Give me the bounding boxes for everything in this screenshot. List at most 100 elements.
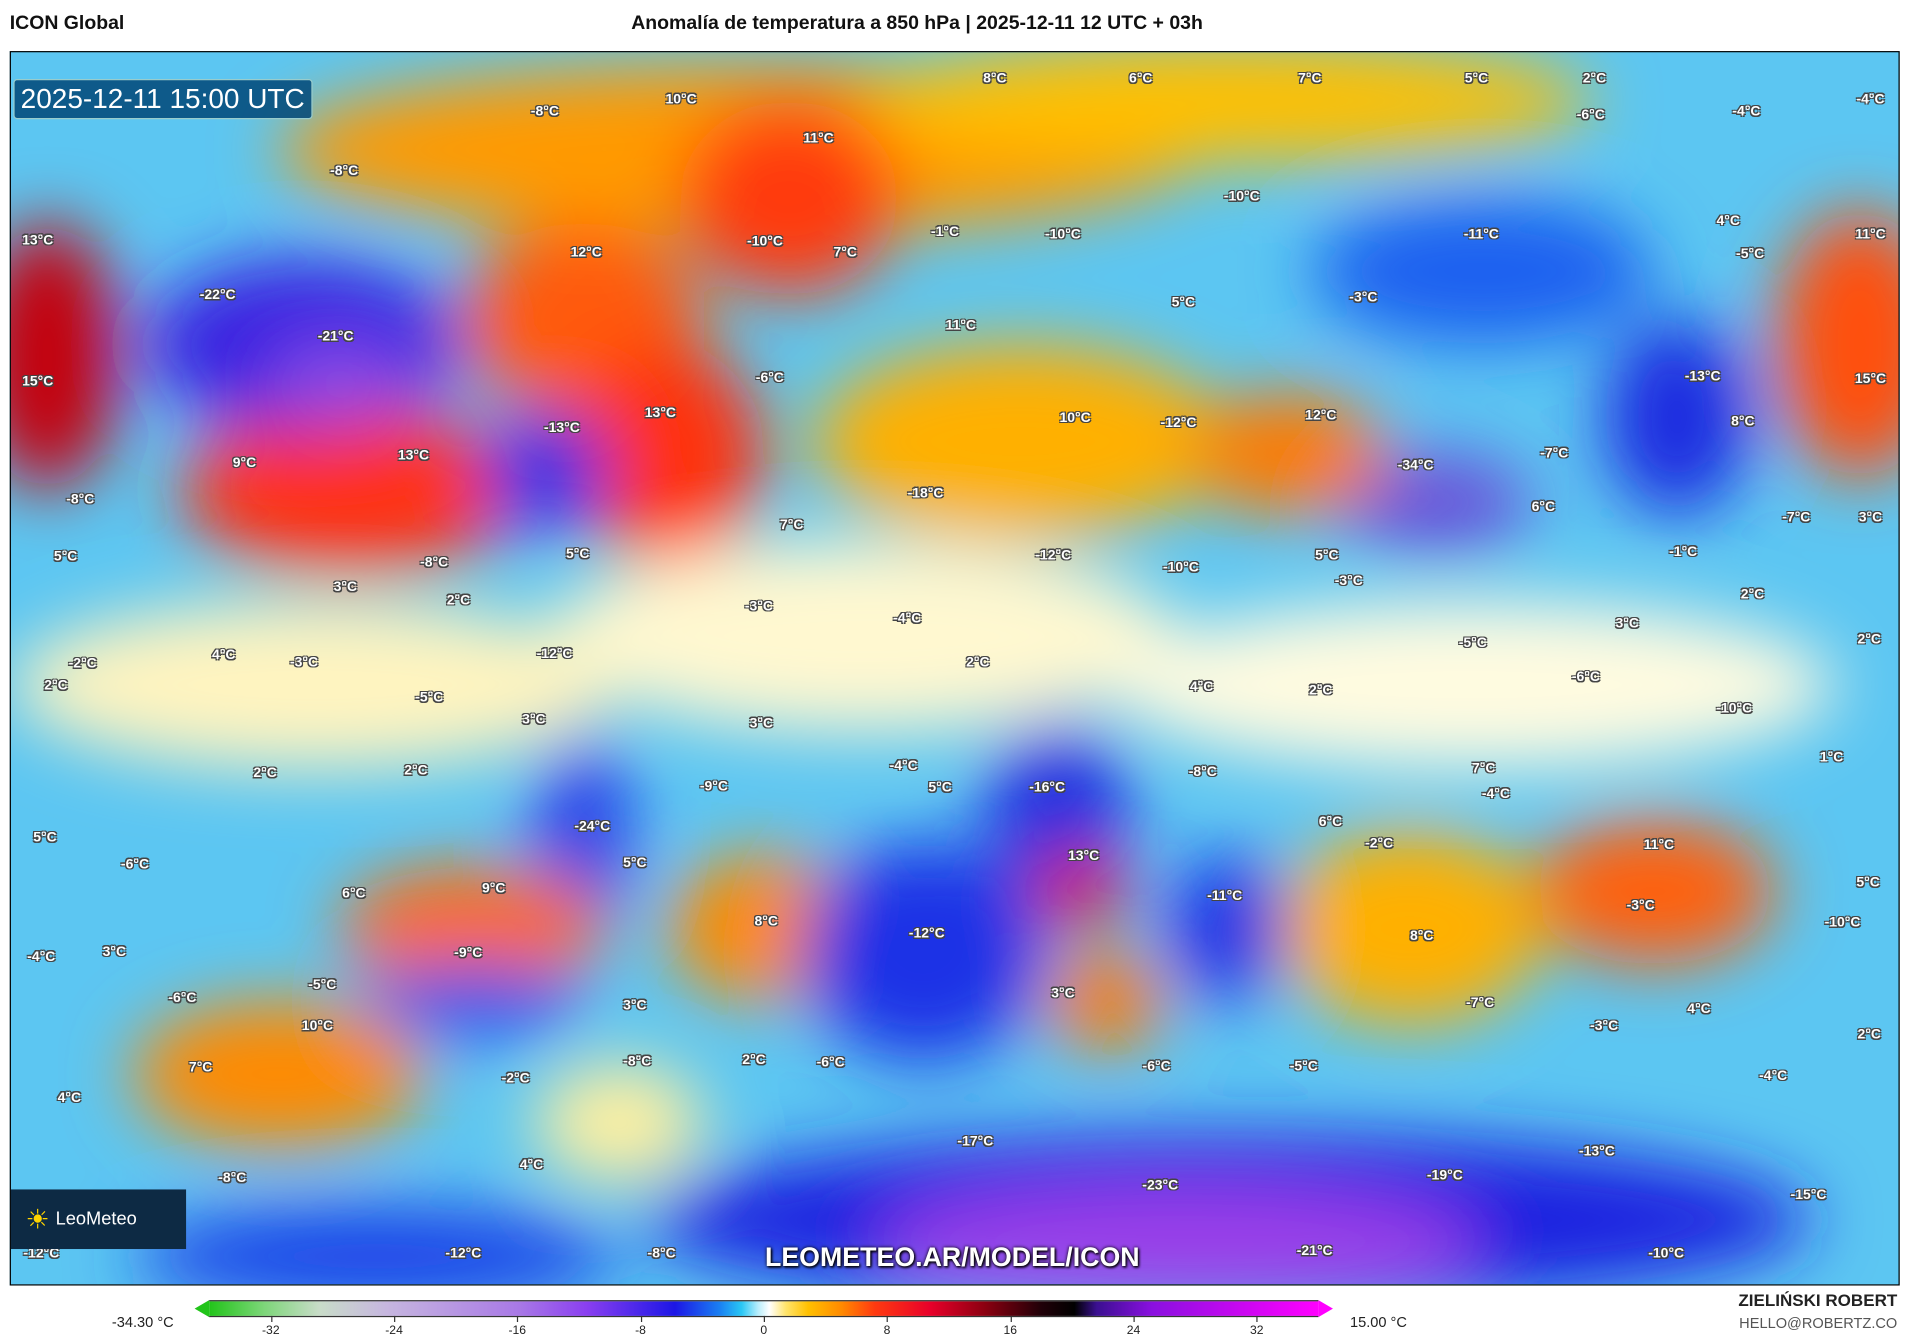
temperature-label: 5°C (1315, 548, 1339, 564)
temperature-label: -10°C (1824, 915, 1861, 931)
temperature-label: 2°C (253, 766, 277, 781)
temperature-label: -11°C (1463, 227, 1499, 243)
temperature-label: -15°C (1790, 1188, 1827, 1203)
temperature-label: 15°C (22, 374, 54, 390)
temperature-label: 5°C (53, 549, 78, 565)
temperature-label: 4°C (1189, 679, 1214, 695)
temperature-label: 9°C (482, 881, 506, 897)
temperature-label: -3°C (289, 655, 319, 671)
temperature-label: -2°C (501, 1071, 530, 1087)
temperature-label: -12°C (536, 647, 573, 662)
temperature-label: 10°C (665, 92, 697, 108)
temperature-label: 2°C (742, 1053, 766, 1068)
temperature-label: -23°C (1142, 1178, 1179, 1194)
temperature-label: -4°C (1856, 92, 1885, 108)
temperature-label: -6°C (1576, 108, 1605, 123)
colorbar-right-arrow (1318, 1300, 1333, 1318)
temperature-label: -6°C (816, 1055, 845, 1071)
temperature-label: 7°C (780, 518, 804, 533)
temperature-label: 15°C (1854, 372, 1887, 387)
temperature-label: 7°C (833, 245, 858, 261)
temperature-label: 8°C (754, 914, 778, 930)
temperature-label: -10°C (1648, 1246, 1685, 1262)
temperature-label: -12°C (445, 1246, 482, 1262)
temperature-label: -19°C (1426, 1168, 1463, 1184)
colorbar-tick-label: -8 (635, 1324, 646, 1338)
temperature-label: 2°C (44, 678, 68, 694)
temperature-label: -3°C (1590, 1019, 1619, 1034)
temperature-label: -8°C (623, 1054, 652, 1070)
colorbar-tick-mark (887, 1315, 889, 1323)
temperature-label: -1°C (930, 224, 960, 240)
colorbar-tick-mark (270, 1315, 273, 1323)
temperature-label: 11°C (1643, 837, 1675, 853)
temperature-label: 3°C (102, 944, 127, 960)
model-name: ICON Global (9, 13, 125, 35)
temperature-label: -2°C (1365, 836, 1394, 852)
temperature-label: -8°C (530, 104, 559, 120)
author-email: HELLO@ROBERTZ.CO (1739, 1314, 1898, 1332)
temperature-label: 13°C (397, 448, 430, 464)
temperature-label: -7°C (1466, 996, 1495, 1011)
temperature-label: -3°C (1334, 574, 1363, 589)
temperature-label: -10°C (1045, 227, 1081, 243)
temperature-label: -34°C (1397, 458, 1434, 474)
temperature-label: 5°C (1464, 71, 1489, 87)
colorbar-tick-label: 0 (760, 1324, 768, 1338)
temperature-label: 4°C (1687, 1002, 1711, 1017)
temperature-label: -17°C (957, 1134, 994, 1150)
temperature-label: 7°C (1472, 761, 1496, 776)
temperature-label: 2°C (1857, 632, 1882, 648)
colorbar-tick-label: -16 (508, 1324, 527, 1338)
temperature-label: -4°C (27, 949, 56, 965)
temperature-label: -6°C (755, 370, 784, 386)
temperature-label: -3°C (1349, 290, 1378, 306)
colorbar-tick-mark (1010, 1315, 1012, 1323)
temperature-label: -13°C (543, 420, 580, 436)
temperature-label: 5°C (623, 856, 647, 871)
temperature-label: 13°C (1068, 848, 1100, 864)
colorbar-tick-mark (640, 1315, 642, 1323)
temperature-label: -9°C (699, 779, 728, 795)
temperature-label: 2°C (1309, 683, 1333, 699)
colorbar-tick-mark (517, 1315, 519, 1323)
temperature-label: 1°C (1819, 750, 1844, 765)
temperature-label: -13°C (1578, 1144, 1615, 1160)
colorbar-max: 15.00 °C (1349, 1313, 1407, 1331)
temperature-label: 2°C (404, 763, 428, 779)
temperature-label: -8°C (330, 164, 359, 179)
temperature-label: -5°C (415, 690, 444, 706)
temperature-label: 2°C (966, 655, 990, 671)
temperature-label: -8°C (1188, 764, 1217, 780)
temperature-label: -10°C (1716, 701, 1753, 717)
temperature-label: -21°C (1296, 1244, 1333, 1259)
temperature-label: -13°C (1684, 369, 1721, 385)
temperature-label: -8°C (218, 1171, 247, 1186)
colorbar-tick-label: 24 (1126, 1324, 1141, 1338)
temperature-label: 4°C (57, 1090, 82, 1106)
temperature-label: 3°C (1051, 986, 1075, 1001)
temperature-label: -5°C (308, 977, 337, 993)
temperature-label: 5°C (1856, 875, 1880, 891)
map-title: Anomalía de temperatura a 850 hPa | 2025… (631, 13, 1203, 35)
temperature-label: 12°C (1305, 408, 1337, 424)
temperature-label: 11°C (1855, 227, 1886, 243)
temperature-label: -2°C (68, 656, 97, 672)
temperature-label: 13°C (644, 406, 677, 421)
temperature-label: -5°C (1289, 1059, 1318, 1074)
temperature-label: 7°C (188, 1060, 213, 1076)
temperature-label: 8°C (1731, 414, 1755, 430)
temperature-label: 12°C (570, 245, 602, 261)
temperature-label: 3°C (1858, 510, 1883, 526)
temperature-label: -12°C (23, 1246, 60, 1262)
temperature-label: 4°C (212, 648, 236, 663)
temperature-label: -4°C (889, 758, 918, 774)
temperature-label: 3°C (333, 580, 358, 595)
logo-text: LeoMeteo (55, 1208, 137, 1230)
anomaly-field (10, 52, 1899, 1285)
temperature-label: 5°C (33, 830, 57, 846)
temperature-label: -1°C (1669, 544, 1698, 560)
colorbar-gradient (209, 1300, 1319, 1318)
colorbar (194, 1300, 1333, 1318)
temperature-label: 10°C (1059, 411, 1091, 426)
